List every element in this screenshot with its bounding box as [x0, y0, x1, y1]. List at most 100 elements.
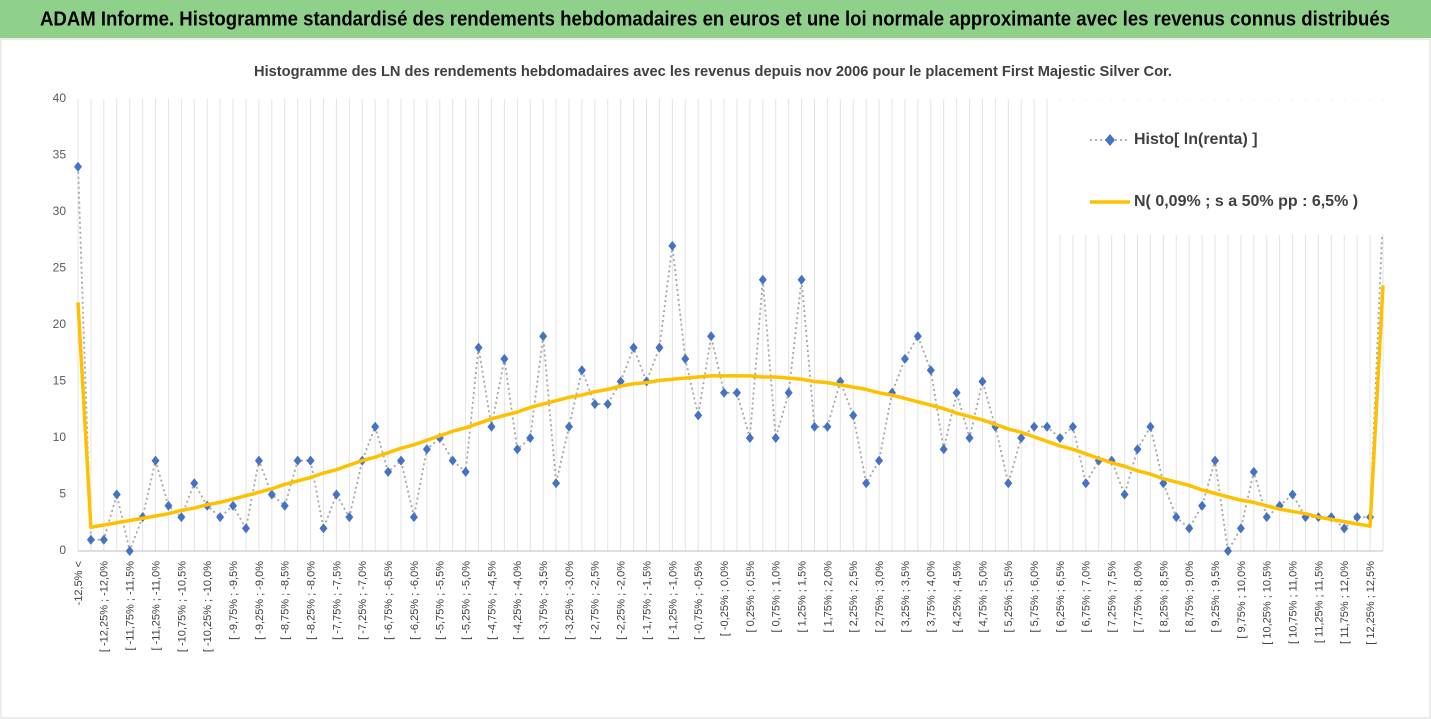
histogram-point: [397, 455, 406, 466]
histogram-point: [694, 410, 703, 421]
histogram-point: [1236, 523, 1245, 534]
x-tick-label: [ -5,25% ; -5,0%: [461, 561, 473, 640]
histogram-point: [384, 466, 393, 477]
histogram-point: [732, 387, 741, 398]
x-tick-label: [ -2,25% ; -2,0%: [616, 561, 628, 640]
histogram-point: [1120, 489, 1129, 500]
histogram-point: [1249, 466, 1258, 477]
histogram-point: [564, 421, 573, 432]
histogram-point: [1262, 512, 1271, 523]
histogram-point: [280, 500, 289, 511]
x-tick-label: [ 1,75% ; 2,0%: [822, 561, 834, 633]
histogram-point: [241, 523, 250, 534]
histogram-line: [77, 166, 1384, 555]
histogram-point: [190, 478, 199, 489]
x-tick-label: [ 3,25% ; 3,5%: [900, 561, 912, 633]
y-tick-label: 25: [53, 261, 67, 275]
chart-title: ADAM Informe. Histogramme standardisé de…: [40, 8, 1390, 30]
histogram-point: [539, 331, 548, 342]
x-tick-label: [ -12,25% ; -12,0%: [99, 561, 111, 652]
histogram-point: [86, 534, 95, 545]
y-tick-label: 20: [53, 317, 67, 331]
y-tick-label: 15: [53, 374, 67, 388]
histogram-point: [151, 455, 160, 466]
x-tick-label: [ 0,75% ; 1,0%: [771, 561, 783, 633]
x-tick-label: [ 5,75% ; 6,0%: [1029, 561, 1041, 633]
x-tick-label: [ -6,75% ; -6,5%: [383, 561, 395, 640]
normal-curve: [76, 285, 1385, 530]
chart-subtitle: Histogramme des LN des rendements hebdom…: [254, 63, 1172, 80]
histogram-point: [332, 489, 341, 500]
histogram-point: [1198, 500, 1207, 511]
histogram-point: [1030, 421, 1039, 432]
histogram-point: [1353, 512, 1362, 523]
histogram-point: [900, 353, 909, 364]
histogram-point: [1340, 523, 1349, 534]
x-tick-label: [ -2,75% ; -2,5%: [590, 561, 602, 640]
histogram-point: [293, 455, 302, 466]
y-tick-label: 40: [53, 91, 67, 105]
histogram-point: [862, 478, 871, 489]
x-tick-label: [ -3,75% ; -3,5%: [538, 561, 550, 640]
histogram-point: [1172, 512, 1181, 523]
histogram-point: [74, 161, 82, 172]
histogram-point: [487, 421, 496, 432]
histogram-point: [125, 546, 134, 556]
histogram-point: [1211, 455, 1220, 466]
histogram-point: [229, 500, 238, 511]
histogram-point: [1223, 546, 1232, 556]
histogram-point: [823, 421, 832, 432]
x-tick-label: [ 6,25% ; 6,5%: [1055, 561, 1067, 633]
histogram-point: [513, 444, 522, 455]
histogram-point: [216, 512, 225, 523]
histogram-point: [1133, 444, 1142, 455]
histogram-point: [267, 489, 276, 500]
x-tick-label: [ 8,25% ; 8,5%: [1158, 561, 1170, 633]
histogram-point: [306, 455, 315, 466]
histogram-point: [1017, 433, 1026, 443]
histogram-point: [926, 365, 935, 376]
x-tick-label: [ 7,25% ; 7,5%: [1107, 561, 1119, 633]
histogram-point: [112, 489, 121, 500]
x-tick-label: [ 9,25% ; 9,5%: [1210, 561, 1222, 633]
x-tick-label: [ 11,25% ; 11,5%: [1313, 561, 1325, 643]
x-tick-label: [ 2,25% ; 2,5%: [848, 561, 860, 633]
histogram-point: [655, 342, 664, 353]
y-tick-label: 30: [53, 204, 67, 218]
histogram-point: [319, 523, 328, 534]
x-tick-label: [ -4,75% ; -4,5%: [486, 561, 498, 640]
x-tick-label: [ 1,25% ; 1,5%: [796, 561, 808, 633]
histogram-point: [1004, 478, 1013, 489]
histogram-point: [422, 444, 431, 455]
histogram-point: [254, 455, 263, 466]
histogram-point: [784, 387, 793, 398]
y-tick-label: 10: [53, 430, 67, 444]
histogram-point: [1288, 489, 1297, 500]
histogram-point: [952, 387, 961, 398]
histogram-point: [629, 342, 638, 353]
histogram-point: [668, 240, 677, 251]
x-tick-label: [ 8,75% ; 9,0%: [1184, 561, 1196, 633]
title-banner: [0, 0, 1431, 38]
x-tick-label: [ 0,25% ; 0,5%: [745, 561, 757, 633]
x-tick-label: [ -8,25% ; -8,0%: [305, 561, 317, 640]
histogram-point: [345, 512, 354, 523]
histogram-point: [474, 342, 483, 353]
x-tick-label: [ -9,75% ; -9,5%: [228, 561, 240, 640]
x-tick-label: [ -10,75% ; -10,5%: [176, 561, 188, 652]
x-tick-label: [ -11,75% ; -11,5%: [125, 561, 137, 651]
x-tick-label: [ 11,75% ; 12,0%: [1339, 561, 1351, 644]
histogram-point: [1146, 421, 1155, 432]
x-tick-label: [ -3,25% ; -3,0%: [564, 561, 576, 640]
x-tick-label: [ 6,75% ; 7,0%: [1081, 561, 1093, 633]
x-tick-label: [ 10,25% ; 10,5%: [1262, 561, 1274, 645]
histogram-point: [1185, 523, 1194, 534]
histogram-point: [1043, 421, 1052, 432]
histogram-point: [978, 376, 987, 387]
histogram-point: [720, 387, 729, 398]
x-tick-label: [ 3,75% ; 4,0%: [926, 561, 938, 633]
histogram-point: [526, 433, 535, 443]
x-tick-label: [ -9,25% ; -9,0%: [254, 561, 266, 640]
